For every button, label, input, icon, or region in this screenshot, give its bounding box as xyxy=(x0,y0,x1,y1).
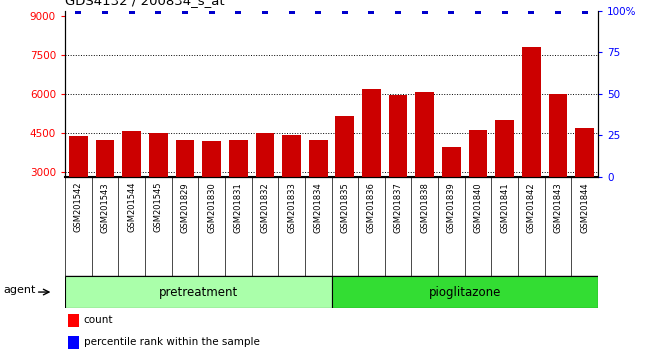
Bar xyxy=(255,133,274,250)
Bar xyxy=(122,131,141,250)
Bar xyxy=(69,136,88,250)
Text: GSM201838: GSM201838 xyxy=(421,182,429,233)
Bar xyxy=(202,141,221,250)
Text: GSM201545: GSM201545 xyxy=(154,182,162,233)
Text: GSM201544: GSM201544 xyxy=(127,182,136,233)
Text: GSM201830: GSM201830 xyxy=(207,182,216,233)
Bar xyxy=(96,140,114,250)
Bar xyxy=(495,120,514,250)
Text: percentile rank within the sample: percentile rank within the sample xyxy=(84,337,259,348)
Text: pretreatment: pretreatment xyxy=(159,286,238,298)
Bar xyxy=(282,135,301,250)
Text: GSM201839: GSM201839 xyxy=(447,182,456,233)
Bar xyxy=(68,336,79,349)
Bar xyxy=(469,130,488,250)
Bar xyxy=(442,147,461,250)
Text: GSM201837: GSM201837 xyxy=(394,182,402,233)
Text: GSM201832: GSM201832 xyxy=(261,182,269,233)
Text: agent: agent xyxy=(3,285,36,296)
Text: GSM201542: GSM201542 xyxy=(74,182,83,233)
Bar xyxy=(65,276,332,308)
Text: GSM201829: GSM201829 xyxy=(181,182,189,233)
Bar xyxy=(389,95,408,250)
Text: pioglitazone: pioglitazone xyxy=(428,286,501,298)
Text: GSM201844: GSM201844 xyxy=(580,182,589,233)
Text: GSM201836: GSM201836 xyxy=(367,182,376,233)
Text: GSM201835: GSM201835 xyxy=(341,182,349,233)
Bar xyxy=(335,116,354,250)
Bar xyxy=(362,88,381,250)
Text: GDS4132 / 200834_s_at: GDS4132 / 200834_s_at xyxy=(65,0,225,7)
Bar xyxy=(332,276,598,308)
Text: GSM201841: GSM201841 xyxy=(500,182,509,233)
Bar xyxy=(149,133,168,250)
Text: GSM201833: GSM201833 xyxy=(287,182,296,233)
Text: GSM201831: GSM201831 xyxy=(234,182,242,233)
Text: GSM201543: GSM201543 xyxy=(101,182,109,233)
Bar xyxy=(415,92,434,250)
Bar xyxy=(68,314,79,327)
Bar xyxy=(549,94,567,250)
Text: GSM201842: GSM201842 xyxy=(527,182,536,233)
Text: GSM201843: GSM201843 xyxy=(554,182,562,233)
Bar xyxy=(176,140,194,250)
Bar xyxy=(229,140,248,250)
Bar xyxy=(575,128,594,250)
Bar xyxy=(309,140,328,250)
Bar xyxy=(522,47,541,250)
Text: count: count xyxy=(84,315,113,325)
Text: GSM201840: GSM201840 xyxy=(474,182,482,233)
Text: GSM201834: GSM201834 xyxy=(314,182,322,233)
